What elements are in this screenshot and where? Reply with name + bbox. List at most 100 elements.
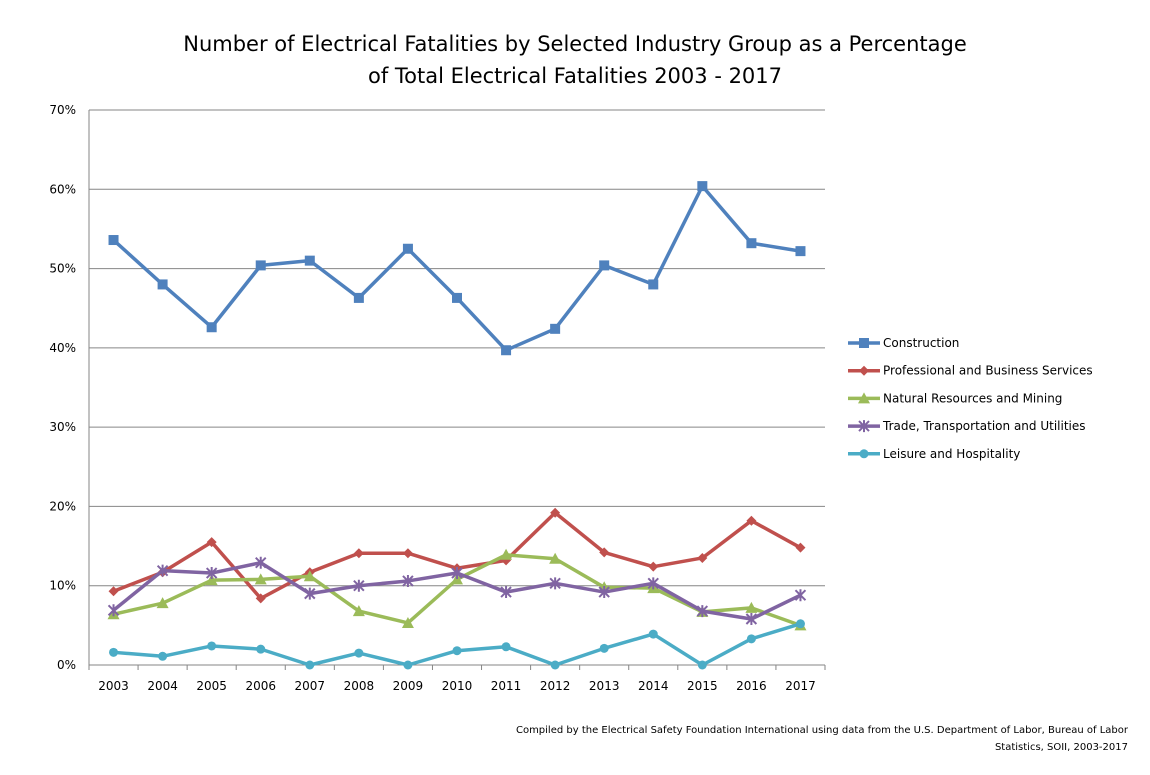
data-point-construction [795,246,806,257]
data-point-professional-and-business-services [550,507,561,518]
data-point-trade-transportation-and-utilities [647,577,659,590]
legend-label-natural-resources-and-mining: Natural Resources and Mining [883,391,1062,405]
legend-marker-natural-resources-and-mining [858,392,870,404]
data-point-leisure-and-hospitality [648,629,658,639]
series-line-leisure-and-hospitality [113,622,801,667]
data-point-professional-and-business-services [599,547,610,558]
data-point-trade-transportation-and-utilities [500,586,512,599]
y-tick-label: 0% [57,658,76,672]
x-tick-label: 2008 [344,679,375,693]
x-tick-label: 2012 [540,679,571,693]
data-point-natural-resources-and-mining [549,552,562,564]
data-point-natural-resources-and-mining [205,574,218,586]
title-line-2: of Total Electrical Fatalities 2003 - 20… [367,64,783,88]
data-point-trade-transportation-and-utilities [598,586,610,599]
data-point-leisure-and-hospitality [746,634,756,644]
data-point-trade-transportation-and-utilities [745,613,758,626]
data-point-leisure-and-hospitality [256,644,266,654]
data-point-leisure-and-hospitality [403,660,413,670]
data-point-construction [550,323,561,334]
data-point-trade-transportation-and-utilities [304,587,316,600]
source-line-2: Statistics, SOII, 2003-2017 [994,742,1128,753]
data-point-natural-resources-and-mining [156,597,169,609]
y-tick-label: 50% [49,262,76,276]
data-point-trade-transportation-and-utilities [205,567,218,580]
source-note: Compiled by the Electrical Safety Founda… [516,722,1128,756]
data-point-construction [157,279,168,290]
chart-title: Number of Electrical Fatalities by Selec… [0,28,1150,92]
data-point-leisure-and-hospitality [697,660,707,670]
data-point-leisure-and-hospitality [501,642,511,652]
legend-marker-trade-transportation-and-utilities [858,420,870,433]
data-point-leisure-and-hospitality [158,651,168,661]
data-point-natural-resources-and-mining [352,605,365,617]
data-point-construction [452,292,462,303]
x-tick-label: 2015 [687,679,718,693]
data-point-construction [108,235,119,246]
data-point-professional-and-business-services [746,515,757,526]
data-point-trade-transportation-and-utilities [107,604,120,617]
data-point-natural-resources-and-mining [254,573,267,585]
legend-label-leisure-and-hospitality: Leisure and Hospitality [883,447,1020,461]
x-tick-label: 2004 [147,679,178,693]
data-point-leisure-and-hospitality [599,643,609,653]
y-tick-label: 20% [49,499,76,513]
x-tick-label: 2017 [785,679,816,693]
x-tick-label: 2011 [491,679,522,693]
data-point-professional-and-business-services [353,548,364,559]
y-tick-label: 10% [49,579,76,593]
y-tick-label: 30% [49,420,76,434]
data-point-trade-transportation-and-utilities [353,579,365,592]
data-point-construction [304,255,315,266]
data-point-construction [697,181,708,192]
data-point-professional-and-business-services [108,586,119,597]
data-point-professional-and-business-services [206,537,217,548]
data-point-natural-resources-and-mining [500,548,513,560]
data-point-construction [206,322,217,333]
data-point-construction [402,243,413,254]
y-tick-label: 70% [49,103,76,117]
data-point-trade-transportation-and-utilities [696,605,709,618]
y-tick-label: 40% [49,341,76,355]
legend-label-professional-and-business-services: Professional and Business Services [883,364,1093,378]
x-tick-label: 2005 [196,679,227,693]
data-point-natural-resources-and-mining [303,570,316,582]
data-point-professional-and-business-services [795,542,806,553]
data-point-construction [746,238,757,249]
data-point-trade-transportation-and-utilities [255,556,267,569]
data-point-construction [501,345,512,356]
data-point-leisure-and-hospitality [207,641,217,651]
title-line-1: Number of Electrical Fatalities by Selec… [183,32,967,56]
data-point-natural-resources-and-mining [745,601,758,613]
data-point-trade-transportation-and-utilities [794,589,807,602]
x-tick-label: 2010 [442,679,473,693]
data-point-leisure-and-hospitality [795,619,805,629]
data-point-construction [255,260,266,271]
data-point-trade-transportation-and-utilities [402,574,414,587]
data-point-professional-and-business-services [255,593,266,604]
data-point-professional-and-business-services [697,552,708,563]
x-tick-label: 2006 [245,679,276,693]
legend-marker-professional-and-business-services [859,365,869,376]
x-tick-label: 2016 [736,679,767,693]
data-point-leisure-and-hospitality [305,660,315,670]
x-tick-label: 2007 [295,679,326,693]
source-line-1: Compiled by the Electrical Safety Founda… [515,725,1128,736]
data-point-trade-transportation-and-utilities [156,564,169,577]
x-tick-label: 2003 [98,679,129,693]
data-point-construction [648,279,659,290]
legend-label-trade-transportation-and-utilities: Trade, Transportation and Utilities [882,419,1086,433]
data-point-leisure-and-hospitality [109,647,119,657]
data-point-leisure-and-hospitality [550,660,560,670]
data-point-professional-and-business-services [648,561,659,572]
data-point-trade-transportation-and-utilities [451,567,463,580]
data-point-construction [353,292,364,303]
y-tick-label: 60% [49,182,76,196]
data-point-leisure-and-hospitality [354,648,364,658]
data-point-construction [599,260,610,271]
legend-marker-construction [859,338,869,348]
x-tick-label: 2009 [393,679,424,693]
legend-label-construction: Construction [883,336,959,350]
